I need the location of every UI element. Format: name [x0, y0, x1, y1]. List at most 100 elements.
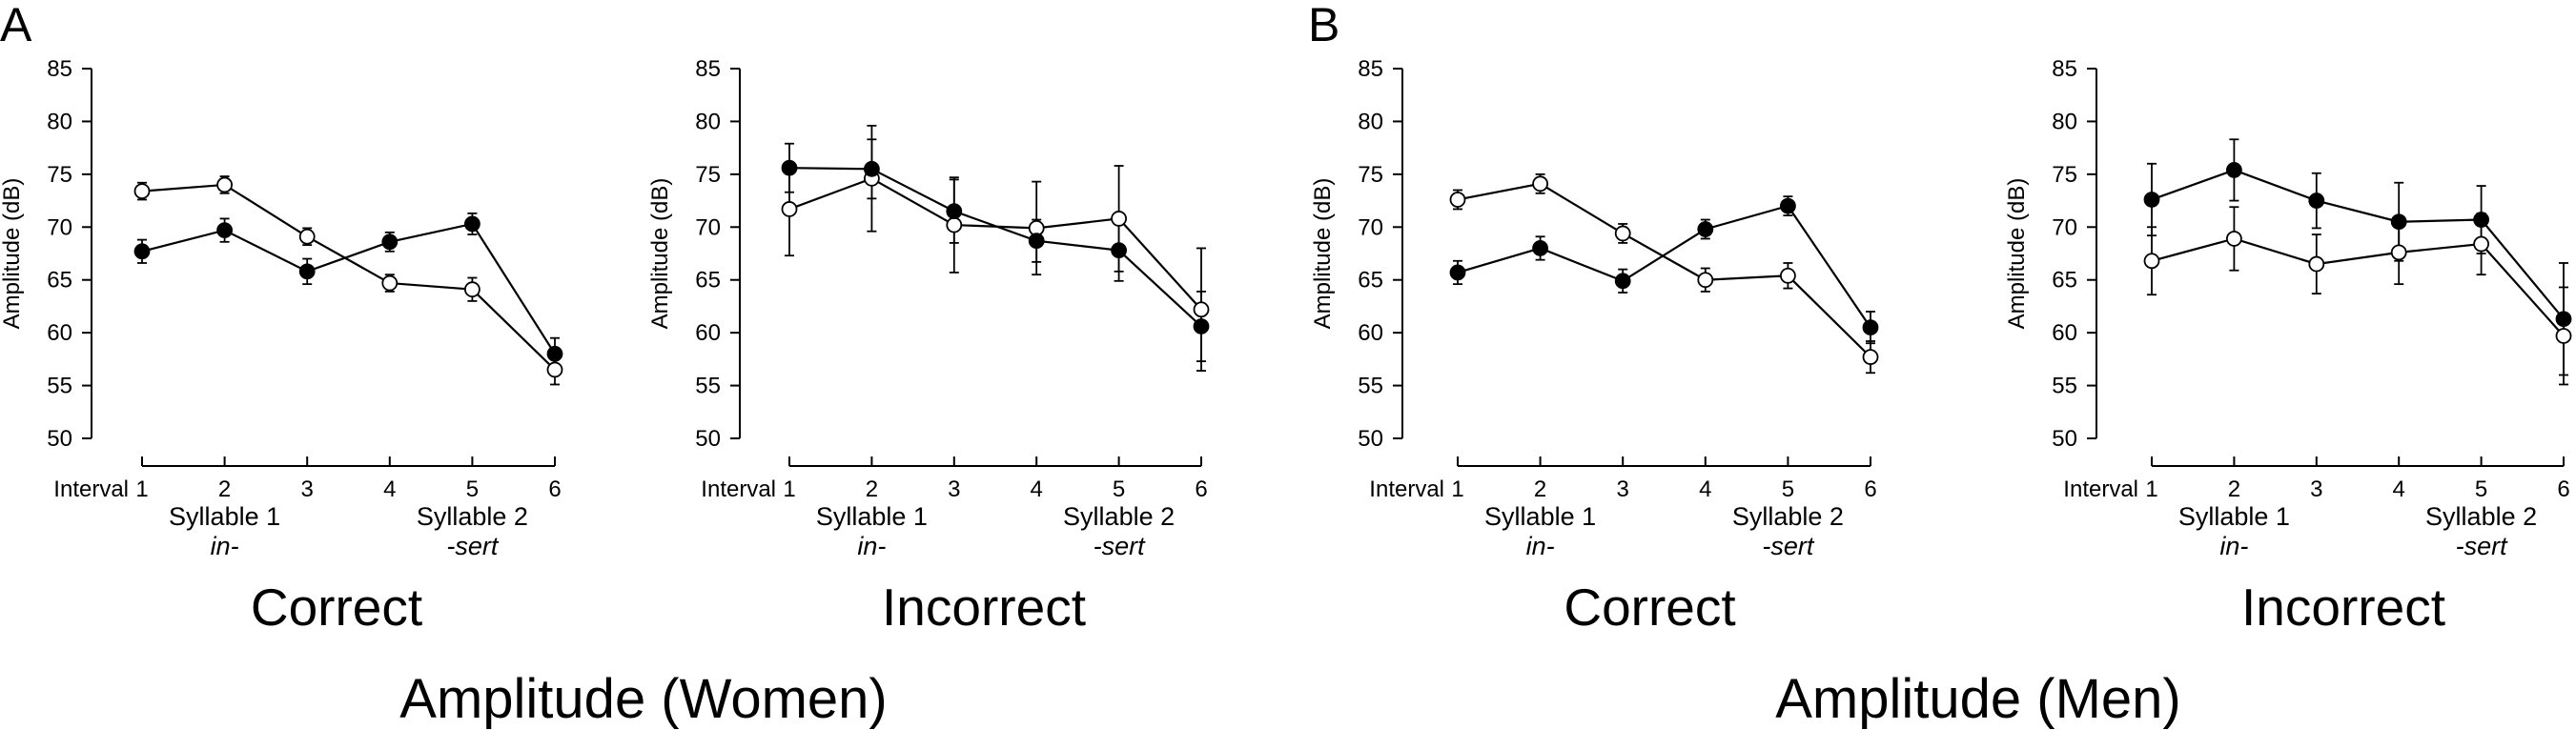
x-tick-label: 1	[2145, 477, 2157, 502]
panel-a-title: Amplitude (Women)	[399, 668, 887, 730]
data-point-filled	[1449, 264, 1466, 281]
syllable-group-label: Syllable 2	[417, 502, 528, 531]
x-axis-label: Interval	[2063, 477, 2138, 502]
data-point-open	[1862, 349, 1879, 366]
data-point-filled	[781, 159, 798, 176]
syllable-group-sub: in-	[2219, 532, 2248, 560]
y-axis-label: Amplitude (dB)	[2004, 178, 2030, 330]
syllable-group-sub: -sert	[1094, 532, 1146, 560]
x-tick-label: 6	[1864, 477, 1876, 502]
x-tick-label: 2	[866, 477, 878, 502]
x-tick-label: 1	[135, 477, 148, 502]
y-axis-label: Amplitude (dB)	[647, 178, 673, 330]
x-tick-label: 5	[1113, 477, 1125, 502]
y-tick-label: 75	[2052, 162, 2077, 188]
x-tick-label: 2	[218, 477, 231, 502]
data-point-open	[381, 274, 399, 292]
series-line-open	[1457, 182, 1871, 358]
data-point-open	[2555, 328, 2572, 344]
y-tick-label: 55	[2052, 374, 2077, 399]
data-point-open	[2473, 235, 2490, 253]
y-tick-label: 75	[47, 162, 72, 188]
data-point-open	[298, 228, 316, 245]
data-point-open	[133, 183, 151, 199]
x-axis-label: Interval	[53, 477, 129, 502]
y-tick-label: 55	[695, 374, 721, 399]
data-point-filled	[2390, 213, 2407, 231]
panel-b-title: Amplitude (Men)	[1775, 668, 2180, 730]
panel-letter-b: B	[1308, 0, 1339, 51]
data-point-filled	[1780, 197, 1796, 214]
x-tick-label: 6	[548, 477, 561, 502]
y-tick-label: 60	[47, 320, 72, 346]
x-tick-label: 4	[2393, 477, 2405, 502]
data-point-filled	[946, 203, 963, 220]
x-tick-label: 1	[1451, 477, 1463, 502]
y-tick-label: 75	[695, 162, 721, 188]
data-point-filled	[546, 345, 563, 362]
syllable-group-sub: -sert	[2456, 532, 2508, 560]
y-tick-label: 65	[695, 268, 721, 294]
x-axis-label: Interval	[701, 477, 776, 502]
series-line-filled	[2151, 169, 2565, 320]
syllable-group-sub: -sert	[1762, 532, 1814, 560]
series-line-filled	[141, 222, 556, 355]
data-point-open	[546, 361, 563, 378]
y-tick-label: 85	[2052, 56, 2077, 82]
chart-1: 50 55 60 65 70 75 80 85 Amplitude (dB) 1 2 3 4 5 6 Inte…	[0, 56, 563, 637]
syllable-group-sub: in-	[1526, 532, 1555, 560]
data-point-filled	[216, 222, 234, 239]
y-tick-label: 60	[1358, 320, 1383, 346]
x-tick-label: 1	[783, 477, 795, 502]
x-tick-label: 3	[301, 477, 314, 502]
y-tick-label: 60	[2052, 320, 2077, 346]
data-point-open	[2225, 231, 2242, 247]
x-tick-label: 4	[1031, 477, 1043, 502]
x-tick-label: 4	[1699, 477, 1711, 502]
series-line-open	[2151, 237, 2565, 337]
y-tick-label: 80	[1358, 109, 1383, 134]
data-point-open	[2390, 244, 2407, 261]
syllable-group-sub: in-	[857, 532, 886, 560]
y-tick-label: 65	[1358, 268, 1383, 294]
y-tick-label: 85	[695, 56, 721, 82]
data-point-open	[463, 281, 480, 298]
data-point-filled	[2555, 311, 2572, 328]
data-point-filled	[1111, 242, 1127, 259]
y-tick-label: 55	[47, 374, 72, 399]
y-tick-label: 65	[47, 268, 72, 294]
y-tick-label: 80	[47, 109, 72, 134]
data-point-open	[216, 176, 234, 193]
data-point-open	[1111, 211, 1127, 227]
y-tick-label: 70	[47, 214, 72, 240]
x-tick-label: 5	[2475, 477, 2487, 502]
x-axis-label: Interval	[1369, 477, 1444, 502]
y-tick-label: 50	[1358, 426, 1383, 452]
data-point-open	[1193, 301, 1210, 318]
y-tick-label: 85	[1358, 56, 1383, 82]
syllable-group-label: Syllable 1	[816, 502, 928, 531]
data-point-open	[1697, 272, 1714, 289]
y-tick-label: 60	[695, 320, 721, 346]
x-tick-label: 2	[2228, 477, 2240, 502]
y-tick-label: 55	[1358, 374, 1383, 399]
data-point-filled	[463, 215, 480, 233]
chart-title: Incorrect	[882, 578, 1086, 637]
y-axis-label: Amplitude (dB)	[1310, 178, 1336, 330]
syllable-group-sub: -sert	[446, 532, 499, 560]
y-tick-label: 75	[1358, 162, 1383, 188]
data-point-open	[1532, 175, 1548, 193]
y-tick-label: 70	[1358, 214, 1383, 240]
x-tick-label: 3	[1617, 477, 1629, 502]
series-line-filled	[788, 167, 1202, 328]
data-point-open	[1614, 225, 1631, 242]
syllable-group-label: Syllable 2	[1063, 502, 1175, 531]
x-tick-label: 3	[948, 477, 960, 502]
data-point-filled	[298, 263, 316, 280]
panel-letter-a: A	[0, 0, 32, 51]
chart-title: Incorrect	[2241, 578, 2445, 637]
data-point-open	[781, 201, 798, 217]
y-tick-label: 65	[2052, 268, 2077, 294]
data-point-filled	[1532, 240, 1548, 256]
